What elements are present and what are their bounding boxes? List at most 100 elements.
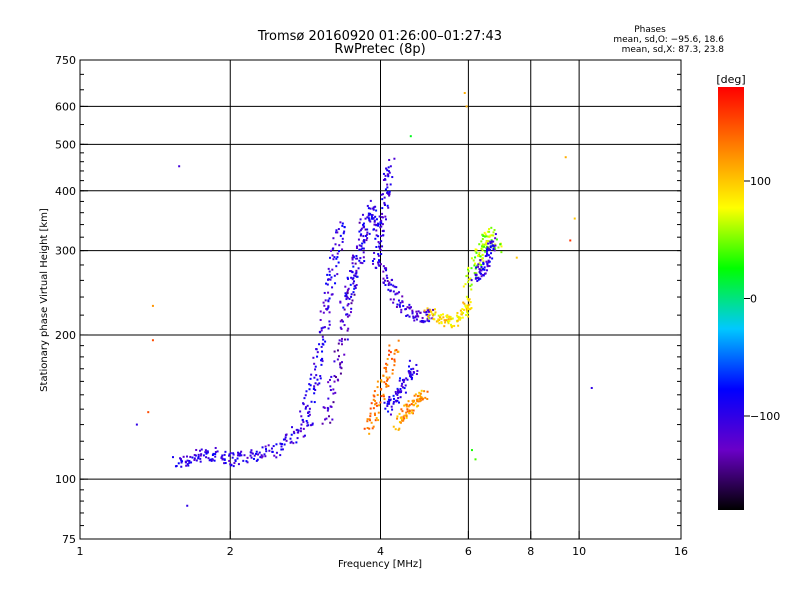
data-point	[411, 376, 414, 379]
data-point	[397, 299, 400, 302]
data-point	[412, 409, 415, 412]
data-point	[330, 276, 333, 279]
data-point	[426, 307, 429, 310]
data-point	[410, 411, 413, 414]
data-point	[462, 285, 465, 288]
data-point	[299, 430, 302, 433]
data-point	[355, 269, 358, 272]
data-point	[349, 270, 352, 273]
data-point	[438, 316, 441, 319]
data-point	[293, 432, 296, 435]
data-point	[375, 404, 378, 407]
data-point	[432, 308, 435, 311]
data-point	[408, 409, 411, 412]
data-point	[569, 239, 572, 242]
data-point	[189, 455, 192, 458]
data-point	[151, 304, 154, 307]
data-point	[386, 405, 389, 408]
data-point	[336, 256, 339, 259]
data-point	[388, 171, 391, 174]
data-point	[195, 448, 198, 451]
data-point	[391, 372, 394, 375]
data-point	[411, 312, 414, 315]
data-point	[397, 391, 400, 394]
data-point	[359, 257, 362, 260]
data-point	[485, 243, 488, 246]
data-point	[344, 295, 347, 298]
data-point	[447, 318, 450, 321]
data-point	[186, 459, 189, 462]
y-tick-label: 75	[62, 533, 76, 546]
data-point	[378, 247, 381, 250]
data-point	[386, 204, 389, 207]
data-point	[186, 455, 189, 458]
data-point	[369, 412, 372, 415]
data-point	[264, 455, 267, 458]
data-point	[214, 455, 217, 458]
data-point	[210, 459, 213, 462]
data-point	[445, 315, 448, 318]
data-point	[369, 415, 372, 418]
data-point	[320, 363, 323, 366]
data-point	[404, 403, 407, 406]
data-point	[310, 400, 313, 403]
data-point	[318, 382, 321, 385]
data-point	[356, 275, 359, 278]
data-point	[311, 422, 314, 425]
data-point	[325, 307, 328, 310]
data-point	[391, 408, 394, 411]
data-point	[489, 256, 492, 259]
data-point	[402, 304, 405, 307]
data-point	[314, 368, 317, 371]
data-point	[333, 374, 336, 377]
data-point	[383, 204, 386, 207]
data-point	[372, 407, 375, 410]
data-point	[381, 212, 384, 215]
data-point	[379, 263, 382, 266]
data-point	[304, 394, 307, 397]
data-point	[367, 212, 370, 215]
data-point	[289, 437, 292, 440]
data-point	[489, 240, 492, 243]
data-point	[363, 225, 366, 228]
data-point	[380, 380, 383, 383]
data-point	[387, 192, 390, 195]
data-point	[398, 391, 401, 394]
data-point	[398, 291, 401, 294]
data-point	[388, 399, 391, 402]
data-point	[320, 345, 323, 348]
data-point	[387, 175, 390, 178]
data-point	[424, 311, 427, 314]
data-point	[214, 451, 217, 454]
data-point	[412, 367, 415, 370]
data-point	[387, 288, 390, 291]
data-point	[362, 222, 365, 225]
data-point	[372, 208, 375, 211]
data-point	[382, 265, 385, 268]
data-point	[320, 327, 323, 330]
data-point	[492, 240, 495, 243]
data-point	[414, 402, 417, 405]
data-point	[489, 234, 492, 237]
data-point	[386, 191, 389, 194]
data-point	[376, 380, 379, 383]
data-point	[391, 369, 394, 372]
data-point	[372, 394, 375, 397]
data-point	[330, 375, 333, 378]
data-point	[282, 438, 285, 441]
data-point	[375, 224, 378, 227]
data-point	[374, 399, 377, 402]
data-point	[377, 411, 380, 414]
data-point	[490, 239, 493, 242]
data-point	[295, 441, 298, 444]
y-tick-label: 400	[55, 185, 76, 198]
data-point	[481, 249, 484, 252]
data-point	[432, 317, 435, 320]
data-point	[255, 450, 258, 453]
data-point	[275, 456, 278, 459]
data-point	[482, 244, 485, 247]
data-point	[405, 403, 408, 406]
data-point	[296, 437, 299, 440]
data-point	[385, 385, 388, 388]
data-point	[334, 243, 337, 246]
